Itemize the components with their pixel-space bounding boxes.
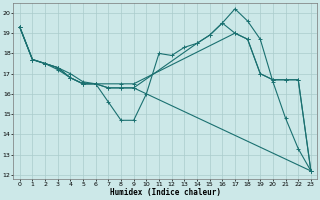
- X-axis label: Humidex (Indice chaleur): Humidex (Indice chaleur): [110, 188, 221, 197]
